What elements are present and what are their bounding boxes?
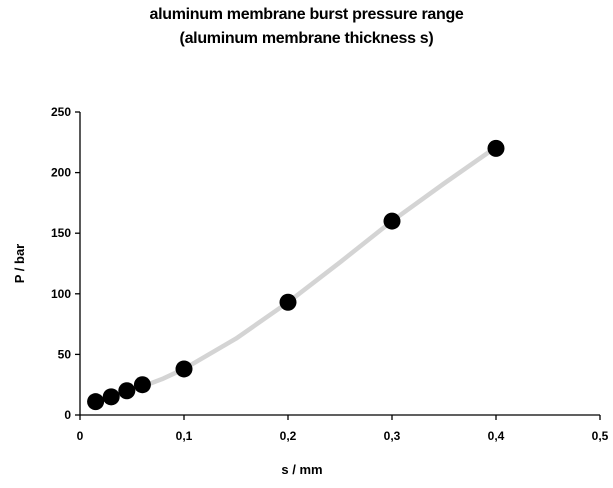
data-point xyxy=(118,382,136,400)
trend-curve xyxy=(93,144,499,404)
y-tick-label: 50 xyxy=(58,347,72,361)
chart-title: aluminum membrane burst pressure range xyxy=(149,6,464,23)
data-point xyxy=(383,212,401,230)
data-point xyxy=(487,139,505,157)
data-point xyxy=(175,360,193,378)
tick-labels: 0 50 100 150 200 250 0 0,1 0,2 0,3 0,4 0,5 xyxy=(51,105,609,443)
data-points xyxy=(87,139,505,411)
trendline xyxy=(93,144,499,404)
x-tick-label: 0,3 xyxy=(384,429,401,443)
x-axis-label: s / mm xyxy=(281,462,322,477)
x-tick-label: 0,2 xyxy=(280,429,297,443)
axes xyxy=(75,111,601,420)
y-tick-label: 0 xyxy=(64,408,71,422)
data-point xyxy=(133,376,151,394)
y-tick-label: 100 xyxy=(51,287,71,301)
x-tick-label: 0,5 xyxy=(592,429,609,443)
y-tick-label: 150 xyxy=(51,226,71,240)
data-point xyxy=(102,388,120,406)
y-axis-label: P / bar xyxy=(12,244,27,284)
data-point xyxy=(87,393,105,411)
chart-subtitle: (aluminum membrane thickness s) xyxy=(179,30,434,47)
y-tick-label: 250 xyxy=(51,105,71,119)
x-tick-label: 0,4 xyxy=(488,429,505,443)
x-tick-label: 0 xyxy=(77,429,84,443)
x-tick-label: 0,1 xyxy=(176,429,193,443)
y-tick-label: 200 xyxy=(51,166,71,180)
data-point xyxy=(279,293,297,311)
